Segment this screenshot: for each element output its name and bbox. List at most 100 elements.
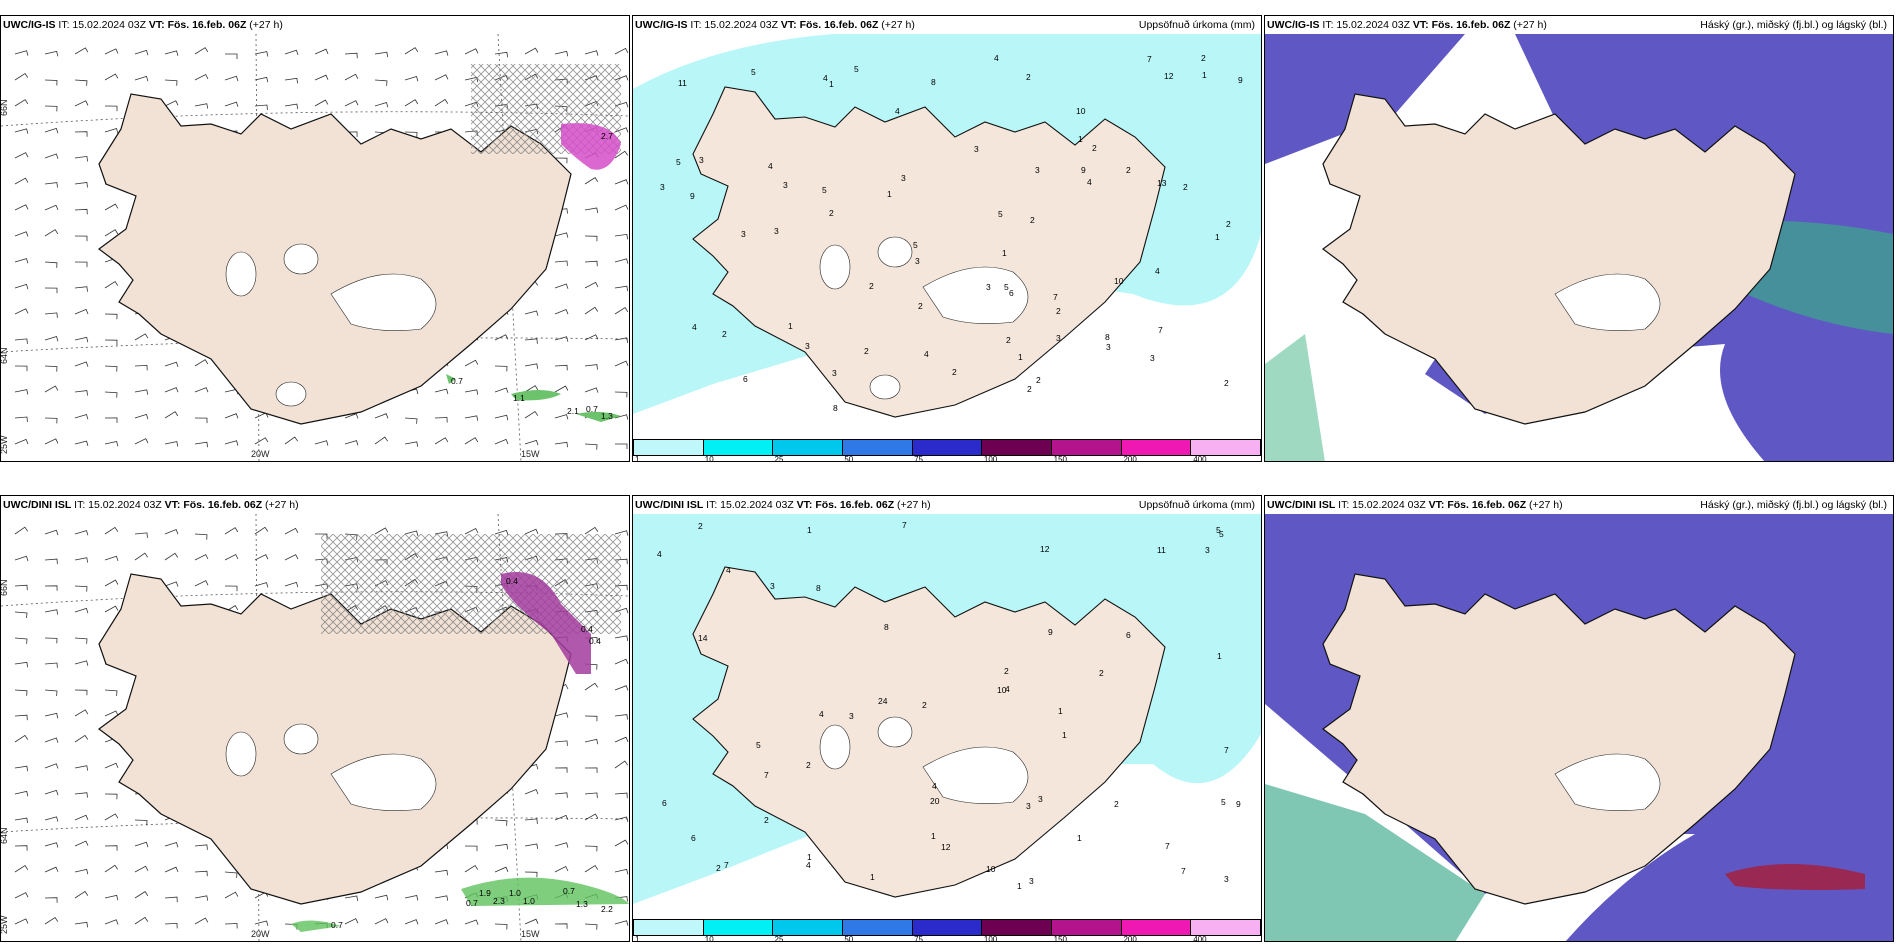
wind-barb (464, 415, 479, 421)
wind-barb (584, 306, 599, 315)
legend-swatch (773, 920, 844, 935)
wind-barb (44, 789, 59, 796)
wind-barb (74, 921, 88, 928)
precip-value: 4 (932, 781, 937, 791)
precip-value: 2 (952, 367, 957, 377)
panel-header: UWC/IG-IS IT: 15.02.2024 03Z VT: Fös. 16… (3, 19, 625, 33)
precip-value: 7 (764, 770, 769, 780)
valid-time: VT: Fös. 16.feb. 06Z (796, 499, 895, 511)
legend-tick: 100 (983, 455, 998, 462)
wind-barb (554, 414, 569, 420)
wind-barb (44, 335, 59, 342)
wind-barb (194, 580, 209, 587)
wind-label: 1.1 (513, 393, 525, 403)
panel-title: Háský (gr.), miðský (fj.bl.) og lágský (… (1700, 19, 1887, 31)
wind-barb (44, 842, 59, 848)
init-time: IT: 15.02.2024 03Z (58, 19, 146, 31)
wind-barb (194, 103, 209, 109)
precip-value: 7 (1158, 325, 1163, 335)
precip-value: 3 (1035, 165, 1040, 175)
legend-tick: 1 (635, 455, 640, 462)
wind-barb (524, 788, 539, 795)
precip-value: 4 (823, 73, 828, 83)
wind-barb (194, 359, 209, 367)
wind-barb (614, 150, 629, 159)
precip-value: 2 (722, 329, 727, 339)
precip-value: 6 (662, 798, 667, 808)
precip-value: 3 (741, 229, 746, 239)
wind-barb (74, 440, 89, 447)
wind-barb (224, 891, 239, 899)
wind-barb (614, 920, 629, 926)
wind-barb (74, 79, 88, 86)
model-name: UWC/DINI ISL (3, 499, 72, 511)
legend-swatch (1191, 920, 1261, 935)
wind-label: 1.0 (523, 896, 535, 906)
wind-barb (314, 99, 329, 107)
wind-barb (404, 76, 419, 82)
wind-barb (404, 47, 419, 55)
wind-barb (44, 204, 59, 211)
wind-barb (554, 767, 568, 773)
wind-barb (164, 896, 178, 903)
wind-barb (74, 765, 89, 771)
wind-label-marks (461, 877, 629, 906)
glaciers (819, 716, 1029, 804)
legend-swatch (843, 920, 913, 935)
wind-barb (584, 715, 598, 722)
precip-value: 24 (878, 696, 888, 706)
wind-barb (74, 261, 88, 268)
wind-barb (554, 441, 568, 448)
wind-barb (614, 868, 629, 875)
map-panel-precip-top: UWC/IG-IS IT: 15.02.2024 03Z VT: Fös. 16… (632, 15, 1262, 462)
wind-barb (374, 79, 388, 86)
wind-barb (14, 365, 28, 372)
precip-value: 1 (931, 831, 936, 841)
iceland-land (692, 86, 1166, 418)
wind-barb (584, 738, 599, 745)
wind-barb (284, 77, 298, 84)
glaciers (225, 723, 437, 811)
wind-barb (434, 869, 448, 876)
wind-barb (284, 554, 299, 561)
wind-barb (104, 793, 118, 800)
precip-value: 14 (698, 633, 708, 643)
wind-barb (554, 712, 569, 718)
wind-barb (554, 336, 569, 342)
wind-barb (14, 918, 29, 925)
wind-barb (194, 47, 209, 55)
precip-value: 4 (819, 709, 824, 719)
legend-bar (633, 919, 1261, 936)
wind-barb (104, 229, 119, 237)
wind-barb (524, 385, 539, 393)
wind-barb (104, 313, 118, 320)
wind-barb (44, 79, 58, 86)
wind-barb (164, 411, 179, 419)
lon-label: 20W (251, 449, 270, 459)
wind-barb (404, 417, 418, 424)
wind-label: 0.7 (331, 920, 343, 930)
wind-barb (344, 413, 359, 419)
wind-barb (614, 337, 629, 343)
precip-value: 3 (1029, 876, 1034, 886)
precip-value: 3 (849, 711, 854, 721)
wind-map: 0.7 1.1 2.1 0.7 1.3 2.7 66N 64N 20W 15W … (1, 34, 629, 461)
precip-value: 2 (1056, 306, 1061, 316)
legend-swatch (982, 440, 1053, 455)
precip-value: 1 (887, 189, 892, 199)
iceland-land (97, 93, 572, 425)
wind-barb (464, 389, 479, 395)
wind-barb (374, 413, 389, 419)
wind-barb (584, 207, 599, 214)
precip-value: 5 (676, 157, 681, 167)
wind-barb (464, 919, 479, 925)
precip-legend: 1 10 25 50 75 100 150 200 400 (633, 439, 1261, 461)
precip-value: 9 (1048, 627, 1053, 637)
wind-label: 1.0 (509, 888, 521, 898)
wind-barb (164, 100, 179, 107)
precip-value: 2 (1006, 335, 1011, 345)
wind-barb (74, 637, 88, 644)
model-name: UWC/DINI ISL (1267, 499, 1336, 511)
wind-barb (14, 438, 29, 445)
wind-barb (14, 790, 29, 797)
